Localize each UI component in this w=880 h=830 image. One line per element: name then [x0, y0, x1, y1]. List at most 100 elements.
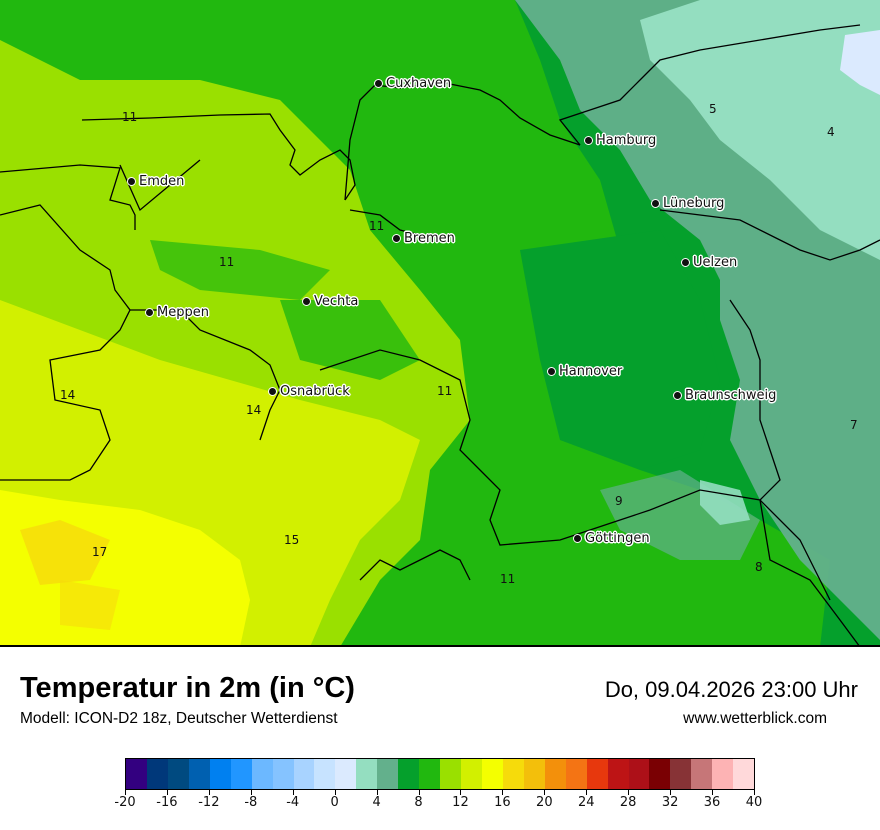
- city-label: Hannover: [559, 364, 623, 379]
- colorbar-tick-label: 4: [372, 795, 381, 810]
- isotherm-label: 11: [500, 572, 516, 586]
- isotherm-label: 5: [709, 102, 717, 116]
- city-marker: Bremen: [392, 231, 455, 246]
- colorbar-tick-label: 32: [661, 795, 679, 810]
- colorbar-segment: [167, 759, 189, 789]
- colorbar-tick: [460, 790, 462, 795]
- city-dot-icon: [573, 534, 582, 543]
- colorbar-segment: [272, 759, 294, 789]
- city-dot-icon: [392, 234, 401, 243]
- website-link[interactable]: www.wetterblick.com: [683, 710, 827, 727]
- colorbar-segment: [733, 759, 755, 789]
- city-dot-icon: [268, 387, 277, 396]
- colorbar-tick: [754, 790, 755, 795]
- city-label: Hamburg: [596, 133, 657, 148]
- forecast-datetime: Do, 09.04.2026 23:00 Uhr: [604, 677, 858, 702]
- colorbar-tick-label: 40: [745, 795, 763, 810]
- isotherm-label: 15: [284, 533, 300, 547]
- temperature-field: [0, 0, 880, 645]
- colorbar-tick: [418, 790, 420, 795]
- city-dot-icon: [374, 79, 383, 88]
- city-dot-icon: [547, 367, 556, 376]
- chart-title: Temperatur in 2m (in °C): [20, 672, 355, 704]
- isotherm-label: 14: [246, 403, 262, 417]
- city-label: Bremen: [404, 231, 455, 246]
- isotherm-label: 11: [122, 110, 138, 124]
- colorbar-segment: [209, 759, 231, 789]
- colorbar-segment: [628, 759, 650, 789]
- colorbar-segment: [523, 759, 545, 789]
- colorbar-tick-label: -8: [244, 795, 258, 810]
- colorbar-tick: [376, 790, 378, 795]
- city-dot-icon: [651, 199, 660, 208]
- isotherm-label: 4: [827, 125, 835, 139]
- colorbar-segment: [126, 759, 147, 789]
- colorbar-segment: [356, 759, 378, 789]
- colorbar-segment: [607, 759, 629, 789]
- city-label: Lüneburg: [663, 196, 725, 211]
- model-subtitle: Modell: ICON-D2 18z, Deutscher Wetterdie…: [20, 710, 338, 727]
- colorbar-tick: [125, 790, 126, 795]
- colorbar-tick: [334, 790, 336, 795]
- colorbar-segment: [230, 759, 252, 789]
- isotherm-label: 14: [60, 388, 76, 402]
- city-marker: Hannover: [547, 364, 622, 379]
- colorbar-tick-label: -20: [114, 795, 136, 810]
- colorbar-segment: [293, 759, 315, 789]
- city-marker: Uelzen: [681, 255, 737, 270]
- colorbar-tick: [250, 790, 252, 795]
- colorbar-segment: [377, 759, 399, 789]
- city-marker: Cuxhaven: [374, 76, 451, 91]
- colorbar-tick-label: -4: [286, 795, 300, 810]
- city-dot-icon: [127, 177, 136, 186]
- city-dot-icon: [673, 391, 682, 400]
- city-marker: Göttingen: [573, 531, 650, 546]
- city-label: Uelzen: [693, 255, 738, 270]
- isotherm-label: 7: [850, 418, 858, 432]
- colorbar-tick: [544, 790, 546, 795]
- city-label: Braunschweig: [685, 388, 777, 403]
- colorbar-tick-label: 12: [452, 795, 469, 810]
- colorbar-tick-label: 36: [703, 795, 721, 810]
- colorbar-tick: [502, 790, 504, 795]
- colorbar-segment: [188, 759, 210, 789]
- colorbar-segment: [146, 759, 168, 789]
- colorbar-segment: [440, 759, 461, 789]
- city-label: Osnabrück: [280, 384, 350, 399]
- colorbar-tick-label: 8: [414, 795, 423, 810]
- city-label: Cuxhaven: [386, 76, 452, 91]
- colorbar-tick: [208, 790, 210, 795]
- city-label: Emden: [139, 174, 185, 189]
- colorbar-tick-label: -16: [156, 795, 178, 810]
- temperature-colorbar: [125, 758, 755, 790]
- isotherm-label: 11: [219, 255, 235, 269]
- colorbar-tick: [712, 790, 714, 795]
- city-marker: Osnabrück: [268, 384, 350, 399]
- colorbar-segment: [461, 759, 482, 789]
- city-marker: Lüneburg: [651, 196, 724, 211]
- isotherm-label: 11: [437, 384, 453, 398]
- colorbar-segment: [502, 759, 524, 789]
- colorbar-tick: [628, 790, 630, 795]
- colorbar-tick: [292, 790, 294, 795]
- colorbar-segment: [335, 759, 357, 789]
- colorbar-segment: [565, 759, 587, 789]
- city-marker: Braunschweig: [673, 388, 776, 403]
- colorbar-tick-label: -12: [198, 795, 220, 810]
- colorbar-tick: [586, 790, 588, 795]
- colorbar-tick: [166, 790, 168, 795]
- city-dot-icon: [145, 308, 154, 317]
- city-dot-icon: [302, 297, 311, 306]
- city-label: Vechta: [314, 294, 359, 309]
- colorbar-segment: [481, 759, 503, 789]
- colorbar-segment: [398, 759, 420, 789]
- colorbar-tick-label: 20: [536, 795, 553, 810]
- colorbar-segment: [314, 759, 336, 789]
- city-dot-icon: [584, 136, 593, 145]
- colorbar-segment: [251, 759, 273, 789]
- city-marker: Meppen: [145, 305, 209, 320]
- isotherm-label: 8: [755, 560, 763, 574]
- colorbar-tick-label: 24: [577, 795, 595, 810]
- city-dot-icon: [681, 258, 690, 267]
- colorbar-segment: [419, 759, 441, 789]
